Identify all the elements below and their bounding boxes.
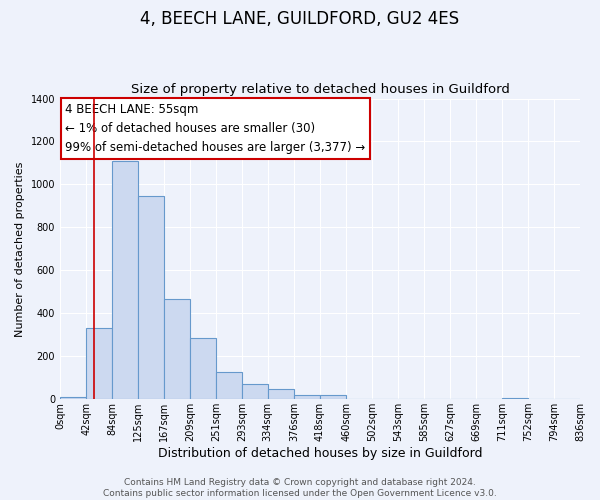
Bar	[502, 398, 528, 399]
Bar	[138, 196, 164, 399]
Bar	[216, 372, 242, 399]
Bar	[190, 338, 216, 399]
Text: 4 BEECH LANE: 55sqm
← 1% of detached houses are smaller (30)
99% of semi-detache: 4 BEECH LANE: 55sqm ← 1% of detached hou…	[65, 103, 365, 154]
Bar	[164, 300, 190, 399]
Bar	[60, 397, 86, 399]
Bar	[294, 395, 320, 399]
Title: Size of property relative to detached houses in Guildford: Size of property relative to detached ho…	[131, 83, 509, 96]
Text: Contains HM Land Registry data © Crown copyright and database right 2024.
Contai: Contains HM Land Registry data © Crown c…	[103, 478, 497, 498]
Bar	[112, 161, 138, 399]
Bar	[242, 384, 268, 399]
Bar	[86, 328, 112, 399]
Y-axis label: Number of detached properties: Number of detached properties	[15, 161, 25, 336]
Bar	[320, 395, 346, 399]
Text: 4, BEECH LANE, GUILDFORD, GU2 4ES: 4, BEECH LANE, GUILDFORD, GU2 4ES	[140, 10, 460, 28]
Bar	[268, 389, 294, 399]
X-axis label: Distribution of detached houses by size in Guildford: Distribution of detached houses by size …	[158, 447, 482, 460]
